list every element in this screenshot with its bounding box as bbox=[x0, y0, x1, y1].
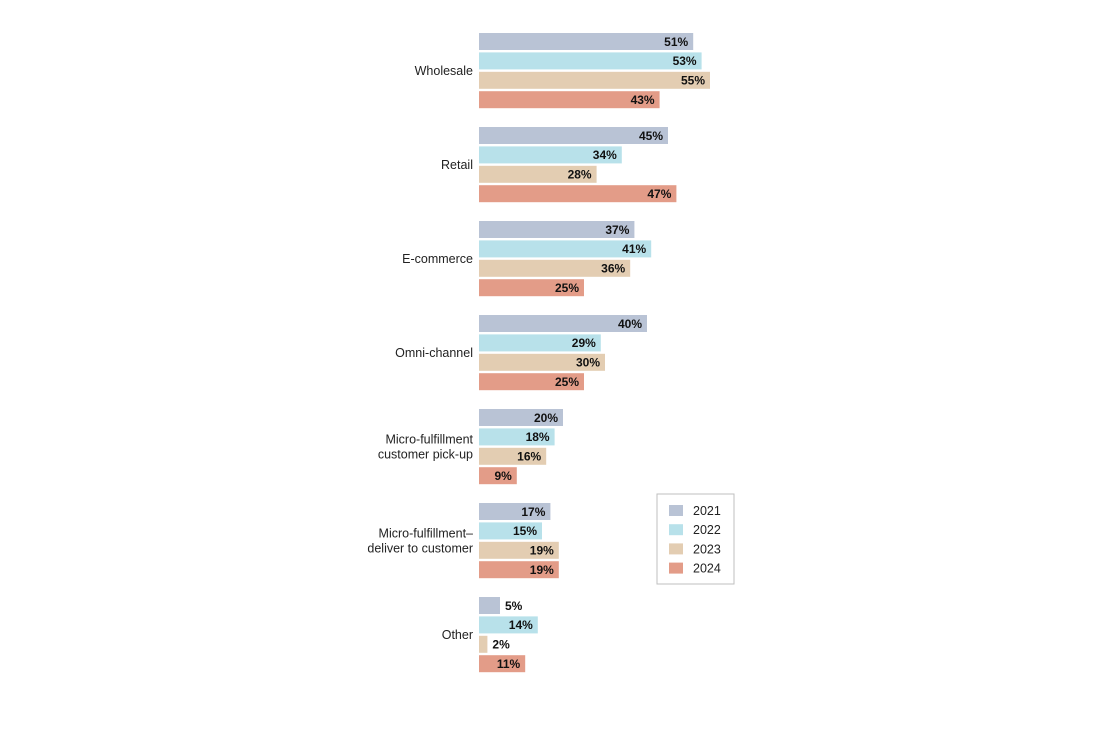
category-label: Micro-fulfillment bbox=[385, 433, 473, 447]
value-label: 37% bbox=[605, 223, 629, 237]
bar-2024 bbox=[479, 279, 584, 297]
value-label: 19% bbox=[530, 544, 554, 558]
category-label: Wholesale bbox=[415, 64, 473, 78]
value-label: 18% bbox=[526, 430, 550, 444]
bar-2022 bbox=[479, 522, 542, 540]
value-label: 43% bbox=[631, 93, 655, 107]
category-label: Other bbox=[442, 628, 473, 642]
bar-2023 bbox=[479, 165, 597, 183]
value-label: 19% bbox=[530, 563, 554, 577]
value-label: 5% bbox=[505, 599, 523, 613]
bar-2022 bbox=[479, 52, 702, 70]
value-label: 25% bbox=[555, 375, 579, 389]
value-label: 9% bbox=[494, 469, 512, 483]
bar-2024 bbox=[479, 91, 660, 109]
bar-2022 bbox=[479, 616, 538, 634]
category-label: customer pick-up bbox=[378, 448, 473, 462]
legend-label: 2021 bbox=[693, 504, 721, 518]
bar-2022 bbox=[479, 240, 652, 258]
value-label: 41% bbox=[622, 242, 646, 256]
category-label: deliver to customer bbox=[367, 542, 473, 556]
bar-2023 bbox=[479, 541, 559, 559]
value-label: 47% bbox=[647, 187, 671, 201]
bar-2023 bbox=[479, 71, 710, 89]
value-label: 34% bbox=[593, 148, 617, 162]
bar-2024 bbox=[479, 185, 677, 203]
value-label: 16% bbox=[517, 450, 541, 464]
bar-2022 bbox=[479, 334, 601, 352]
bar-2021 bbox=[479, 409, 563, 426]
bar-2022 bbox=[479, 146, 622, 164]
value-label: 25% bbox=[555, 281, 579, 295]
value-label: 53% bbox=[673, 54, 697, 68]
bars-layer bbox=[479, 33, 710, 673]
bar-2024 bbox=[479, 373, 584, 391]
bar-2024 bbox=[479, 655, 526, 673]
bar-2021 bbox=[479, 315, 647, 332]
value-label: 40% bbox=[618, 317, 642, 331]
bar-2023 bbox=[479, 635, 488, 653]
legend-label: 2024 bbox=[693, 562, 721, 576]
bar-2024 bbox=[479, 561, 559, 579]
value-label: 30% bbox=[576, 356, 600, 370]
value-label: 20% bbox=[534, 411, 558, 425]
value-label: 15% bbox=[513, 524, 537, 538]
legend-swatch-2021 bbox=[669, 505, 683, 516]
bar-2023 bbox=[479, 353, 605, 371]
legend-swatch-2024 bbox=[669, 562, 683, 574]
bar-2024 bbox=[479, 467, 517, 485]
category-label: Retail bbox=[441, 158, 473, 172]
value-label: 51% bbox=[664, 35, 688, 49]
legend-label: 2022 bbox=[693, 523, 721, 537]
value-label: 55% bbox=[681, 74, 705, 88]
bar-2021 bbox=[479, 597, 500, 614]
value-label: 28% bbox=[568, 168, 592, 182]
legend-label: 2023 bbox=[693, 542, 721, 556]
bar-2023 bbox=[479, 447, 547, 465]
bar-2023 bbox=[479, 259, 631, 277]
value-label: 45% bbox=[639, 129, 663, 143]
value-label: 29% bbox=[572, 336, 596, 350]
category-label: Omni-channel bbox=[395, 346, 473, 360]
value-label: 11% bbox=[497, 657, 521, 671]
bar-2021 bbox=[479, 503, 551, 520]
bar-2021 bbox=[479, 127, 668, 144]
bar-2022 bbox=[479, 428, 555, 446]
value-label: 17% bbox=[521, 505, 545, 519]
category-label: E-commerce bbox=[402, 252, 473, 266]
legend: 2021 2022 2023 2024 bbox=[656, 493, 735, 585]
legend-swatch-2023 bbox=[669, 543, 683, 555]
bar-2021 bbox=[479, 221, 635, 238]
legend-swatch-2022 bbox=[669, 524, 683, 536]
value-label: 2% bbox=[492, 638, 510, 652]
bar-2021 bbox=[479, 33, 694, 50]
category-label: Micro-fulfillment– bbox=[379, 527, 474, 541]
value-label: 14% bbox=[509, 618, 533, 632]
labels-layer: Wholesale 51% 53% 55% 43% Retail 45% 34%28% 47% E… bbox=[367, 35, 705, 671]
value-label: 36% bbox=[601, 262, 625, 276]
